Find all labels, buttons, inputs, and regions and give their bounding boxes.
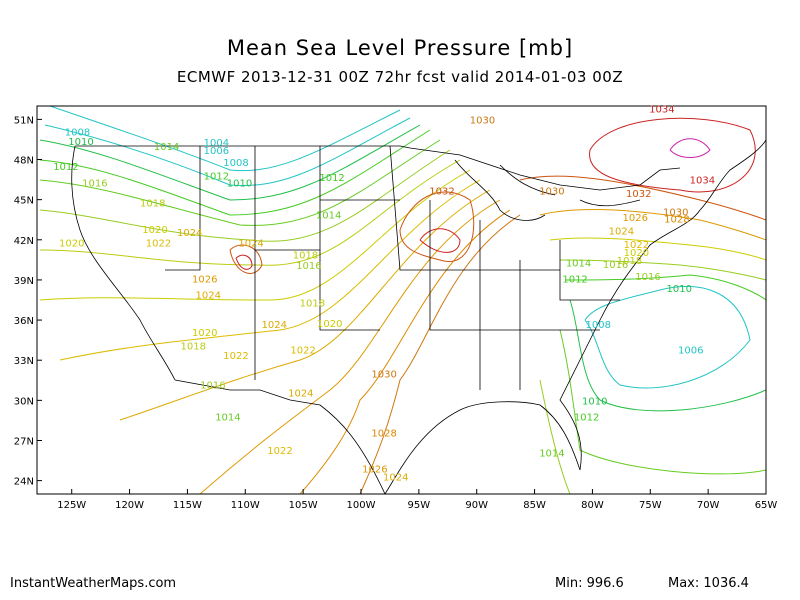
lat-tick-label: 33N — [14, 356, 34, 367]
max-value: 1036.4 — [703, 576, 749, 591]
contour-label: 1020 — [142, 225, 167, 236]
longitude-axis: 125W 120W 115W 110W 105W 100W 95W 90W 85W 80W 75W 7… — [57, 489, 777, 511]
contour-label: 1024 — [383, 473, 408, 484]
contour-label: 1022 — [624, 240, 649, 251]
contour-label: 1024 — [609, 226, 634, 237]
lon-tick-label: 75W — [639, 500, 662, 511]
contour-label: 1014 — [215, 412, 240, 423]
contour-label: 1010 — [68, 137, 93, 148]
contour-label: 1024 — [261, 320, 286, 331]
lon-tick-label: 85W — [523, 500, 546, 511]
map-subtitle: ECMWF 2013-12-31 00Z 72hr fcst valid 201… — [176, 68, 624, 86]
contour-label: 1026 — [623, 213, 648, 224]
contour-label: 1020 — [624, 248, 649, 259]
lon-tick-label: 90W — [465, 500, 488, 511]
contour-label: 1016 — [82, 178, 107, 189]
contour-label: 1012 — [319, 173, 344, 184]
map-title: Mean Sea Level Pressure [mb] — [226, 36, 574, 60]
contour-label: 1026 — [362, 465, 387, 476]
lat-tick-label: 45N — [14, 196, 34, 207]
contour-label: 1022 — [146, 238, 171, 249]
lat-tick-label: 39N — [14, 276, 34, 287]
map-frame — [36, 105, 767, 495]
min-value: 996.6 — [586, 576, 624, 591]
contour-label: 1004 — [204, 138, 229, 149]
contour-label: 1024 — [196, 291, 221, 302]
lat-tick-label: 24N — [14, 477, 34, 488]
boundary-lines — [71, 139, 766, 494]
contour-label: 1016 — [635, 272, 660, 283]
min-pressure: Min: 996.6 — [555, 576, 624, 591]
contour-label: 1012 — [53, 162, 78, 173]
lon-tick-label: 70W — [697, 500, 720, 511]
max-pressure: Max: 1036.4 — [668, 576, 749, 591]
lon-tick-label: 65W — [755, 500, 778, 511]
contour-label: 1010 — [227, 178, 252, 189]
contour-label: 1032 — [626, 189, 651, 200]
lat-tick-label: 27N — [14, 436, 34, 447]
contour-label: 1020 — [192, 328, 217, 339]
contour-label: 1018 — [140, 198, 165, 209]
isobar-lines — [39, 106, 766, 494]
contour-label: 1022 — [290, 346, 315, 357]
contour-label: 1024 — [288, 388, 313, 399]
contour-label: 1030 — [663, 208, 688, 219]
site-credit: InstantWeatherMaps.com — [10, 576, 177, 591]
contour-label: 1018 — [293, 251, 318, 262]
contour-label: 1020 — [59, 238, 84, 249]
lon-tick-label: 105W — [289, 500, 318, 511]
contour-label: 1020 — [317, 319, 342, 330]
contour-label: 1016 — [200, 380, 225, 391]
lon-tick-label: 80W — [581, 500, 604, 511]
contour-label: 1018 — [180, 342, 205, 353]
contour-label: 1006 — [204, 146, 229, 157]
contour-label: 1034 — [649, 105, 674, 116]
contour-label: 1030 — [371, 370, 396, 381]
contour-label: 1022 — [267, 446, 292, 457]
lon-tick-label: 100W — [347, 500, 376, 511]
contour-label: 1030 — [539, 186, 564, 197]
contour-label: 1030 — [470, 115, 495, 126]
lat-tick-label: 30N — [14, 396, 34, 407]
contour-label: 1014 — [539, 449, 564, 460]
contour-label: 1012 — [562, 275, 587, 286]
contour-label: 1014 — [154, 142, 179, 153]
contour-label: 1012 — [574, 412, 599, 423]
contour-label: 1026 — [192, 275, 217, 286]
lon-tick-label: 110W — [231, 500, 260, 511]
contour-label: 1018 — [617, 256, 642, 267]
max-label: Max: — [668, 576, 700, 591]
contour-label: 1014 — [566, 259, 591, 270]
contour-label: 1008 — [65, 127, 90, 138]
lat-tick-label: 48N — [14, 156, 34, 167]
min-label: Min: — [555, 576, 583, 591]
contour-label: 1010 — [666, 284, 691, 295]
lon-tick-label: 115W — [173, 500, 202, 511]
contour-label: 1022 — [223, 351, 248, 362]
lat-tick-label: 42N — [14, 236, 34, 247]
contour-label: 1024 — [177, 228, 202, 239]
lat-tick-label: 36N — [14, 316, 34, 327]
contour-label: 1028 — [664, 214, 689, 225]
contour-label: 1032 — [429, 186, 454, 197]
contour-label: 1028 — [371, 428, 396, 439]
contour-label: 1006 — [678, 346, 703, 357]
contour-label: 1018 — [300, 299, 325, 310]
contour-label: 1010 — [582, 396, 607, 407]
contour-label: 1008 — [223, 158, 248, 169]
contour-label: 1012 — [204, 172, 229, 183]
contour-label: 1034 — [690, 176, 715, 187]
lon-tick-label: 120W — [115, 500, 144, 511]
lon-tick-label: 125W — [57, 500, 86, 511]
contour-label: 1008 — [585, 320, 610, 331]
lat-tick-label: 51N — [14, 115, 34, 126]
latitude-axis: 51N 48N 45N 42N 39N 36N 33N 30N 27N 24N — [14, 115, 42, 488]
contour-label: 1016 — [603, 260, 628, 271]
contour-label: 1024 — [238, 238, 263, 249]
contour-label: 1016 — [296, 261, 321, 272]
lon-tick-label: 95W — [408, 500, 431, 511]
contour-label: 1014 — [316, 210, 341, 221]
